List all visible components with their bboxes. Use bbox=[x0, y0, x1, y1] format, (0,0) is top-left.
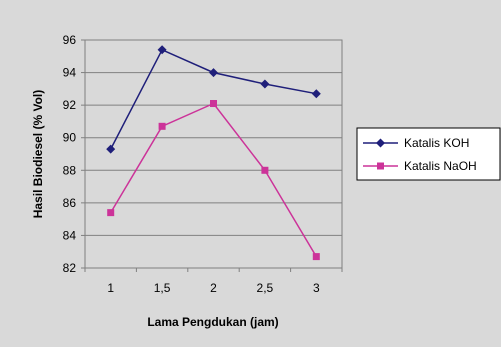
data-point-0-3 bbox=[260, 79, 270, 89]
data-point-0-1 bbox=[157, 45, 167, 55]
data-point-1-0 bbox=[107, 209, 115, 217]
y-tick-label: 82 bbox=[63, 261, 77, 275]
data-point-1-4 bbox=[312, 253, 320, 261]
data-point-1-3 bbox=[261, 166, 269, 174]
data-point-1-2 bbox=[210, 100, 217, 108]
y-axis-title: Hasil Biodiesel (% Vol) bbox=[31, 90, 45, 218]
legend: Katalis KOH Katalis NaOH bbox=[356, 127, 501, 181]
x-tick-label: 2 bbox=[210, 281, 217, 295]
y-tick-label: 94 bbox=[63, 66, 77, 80]
x-axis-title: Lama Pengdukan (jam) bbox=[147, 315, 278, 329]
x-tick-label: 1 bbox=[107, 281, 114, 295]
data-point-0-0 bbox=[106, 144, 116, 154]
y-tick-label: 86 bbox=[63, 196, 77, 210]
y-tick-label: 88 bbox=[63, 163, 77, 177]
series-layer bbox=[106, 45, 321, 261]
x-tick-label: 2,5 bbox=[257, 281, 274, 295]
plot-area bbox=[84, 39, 343, 269]
x-tick-label: 3 bbox=[313, 281, 320, 295]
y-tick-label: 92 bbox=[63, 98, 77, 112]
legend-label-naoh: Katalis NaOH bbox=[404, 159, 477, 173]
x-tick-label: 1,5 bbox=[154, 281, 171, 295]
legend-box bbox=[356, 127, 501, 181]
x-axis-ticks: 1 1,5 2 2,5 3 bbox=[84, 268, 343, 295]
y-tick-label: 90 bbox=[63, 131, 77, 145]
data-point-0-4 bbox=[311, 89, 321, 99]
legend-label-koh: Katalis KOH bbox=[404, 136, 469, 150]
y-tick-label: 96 bbox=[63, 33, 77, 47]
data-point-1-1 bbox=[158, 122, 166, 130]
data-point-0-2 bbox=[209, 68, 218, 78]
y-tick-label: 84 bbox=[63, 228, 77, 242]
legend-marker-naoh bbox=[377, 162, 384, 170]
legend-marker-koh bbox=[376, 138, 385, 148]
y-axis-ticks: 82 84 86 88 90 92 94 96 bbox=[63, 33, 85, 275]
